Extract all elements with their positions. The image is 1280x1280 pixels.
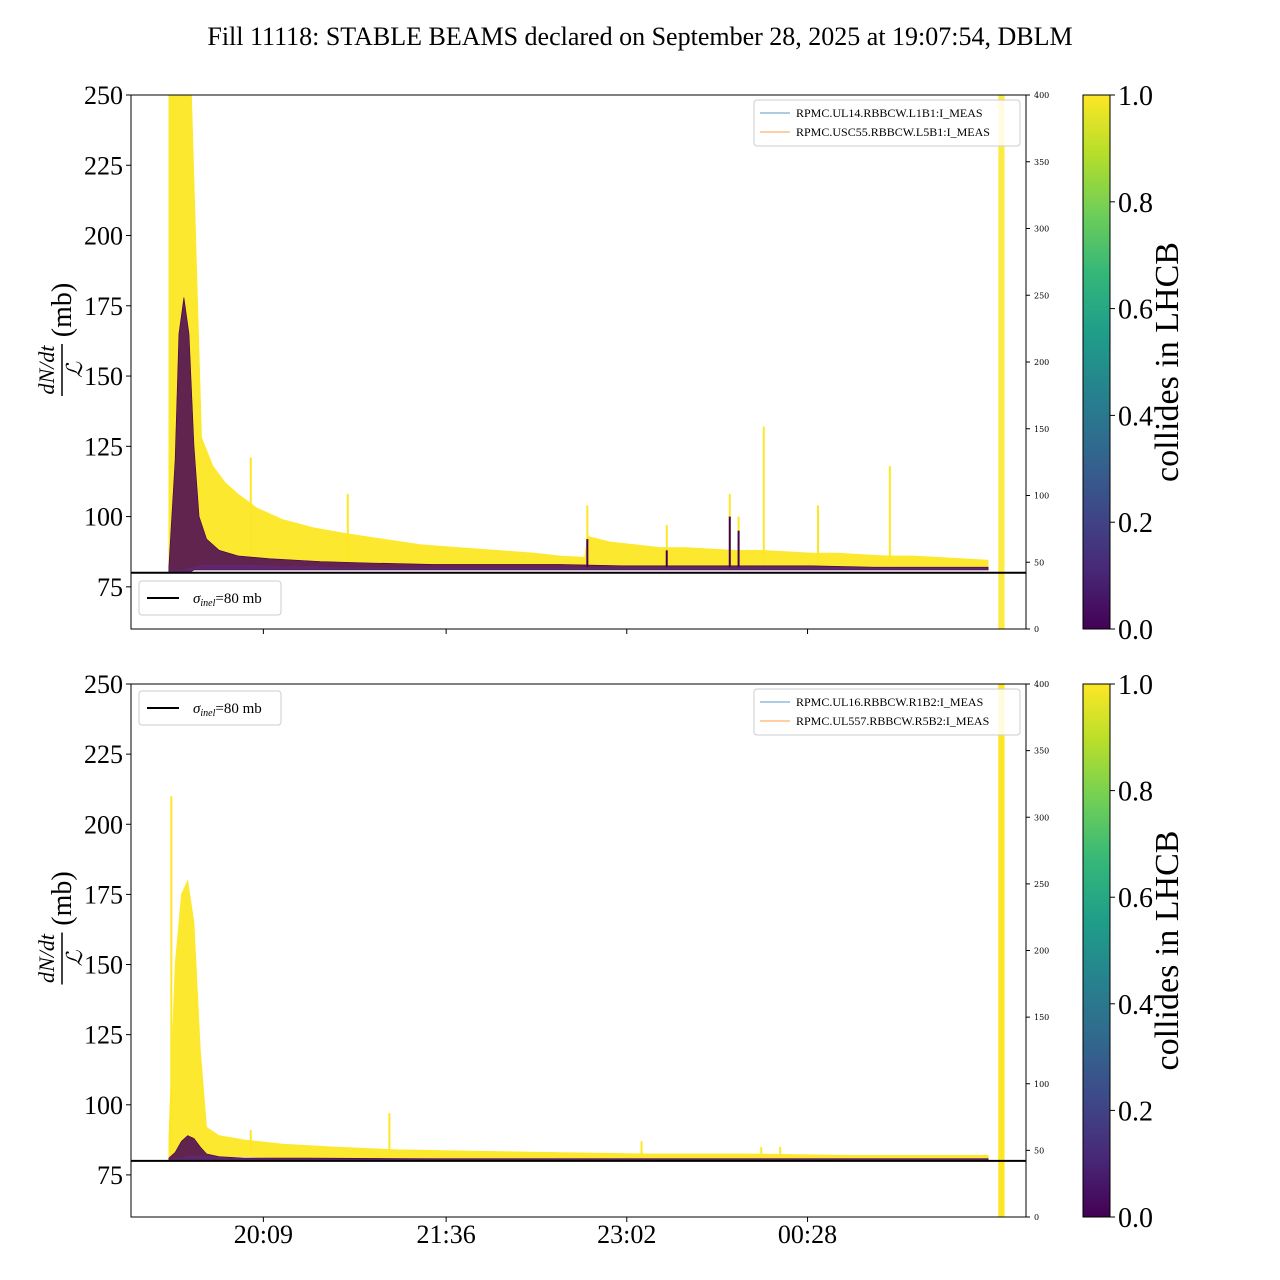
colorbar-fill: [1082, 94, 1111, 630]
ytick-label: 225: [84, 151, 123, 180]
reference-legend-box: [138, 690, 282, 726]
series-band-collides-0: [168, 297, 989, 574]
ylabel-numerator: dN/dt: [34, 345, 59, 395]
colorbar-fill: [1082, 683, 1111, 1218]
y2tick-label: 0: [1034, 625, 1039, 634]
colorbar-label: collides in LHCB: [1149, 242, 1186, 482]
y2tick-label: 250: [1034, 880, 1049, 889]
ylabel-unit: (mb): [47, 871, 78, 925]
colorbar-tick-label: 0.4: [1118, 401, 1153, 432]
ytick-label: 175: [84, 880, 123, 909]
ytick-label: 150: [84, 362, 123, 391]
ytick-label: 250: [84, 670, 123, 699]
xtick-label: 00:28: [778, 1220, 837, 1249]
y2tick-label: 0: [1034, 1213, 1039, 1222]
reference-legend: σinel=80 mb: [138, 580, 282, 616]
ytick-label: 125: [84, 432, 123, 461]
y2tick-label: 200: [1034, 947, 1049, 956]
reference-legend: σinel=80 mb: [138, 690, 282, 726]
y2tick-label: 100: [1034, 1080, 1049, 1089]
colorbar-tick-label: 0.4: [1118, 990, 1153, 1021]
ytick-label: 200: [84, 222, 123, 251]
xtick-label: 21:36: [417, 1220, 476, 1249]
colorbar-tick-label: 0.0: [1118, 1203, 1153, 1234]
ytick-label: 175: [84, 292, 123, 321]
y2tick-label: 250: [1034, 291, 1049, 300]
ytick-label: 100: [84, 503, 123, 532]
reference-legend-label: σinel=80 mb: [193, 701, 262, 719]
chart-title: Fill 11118: STABLE BEAMS declared on Sep…: [207, 22, 1072, 51]
legend-entry: RPMC.UL557.RBBCW.R5B2:I_MEAS: [796, 714, 989, 728]
ylabel-denominator: ℒ: [62, 949, 87, 966]
colorbar-tick-label: 0.0: [1118, 615, 1153, 646]
ylabel-unit: (mb): [47, 283, 78, 337]
colorbar-tick-label: 1.0: [1118, 81, 1153, 112]
xtick-label: 20:09: [234, 1220, 293, 1249]
panel-bottom: 75 100 125 150 175 200 225 250 0 50 100 150 200 250 30…: [34, 670, 1186, 1249]
plot-area: [131, 95, 1026, 629]
legend-entry: RPMC.USC55.RBBCW.L5B1:I_MEAS: [796, 125, 990, 139]
colorbar: 0.0 0.2 0.4 0.6 0.8 1.0 collides in LHCB: [1082, 670, 1186, 1234]
ytick-label: 75: [97, 1161, 123, 1190]
y2tick-label: 150: [1034, 1013, 1049, 1022]
series-legend: RPMC.UL14.RBBCW.L1B1:I_MEAS RPMC.USC55.RB…: [753, 99, 1021, 147]
ytick-label: 150: [84, 951, 123, 980]
ytick-label: 125: [84, 1021, 123, 1050]
vertical-band: [998, 684, 1005, 1217]
colorbar-tick-label: 0.8: [1118, 777, 1153, 808]
plot-area: [131, 684, 1026, 1217]
y2tick-label: 400: [1034, 680, 1049, 689]
y2tick-label: 150: [1034, 425, 1049, 434]
panel-top: 75 100 125 150 175 200 225 250 0 50 100 150 200 250 30…: [34, 81, 1186, 646]
y2tick-label: 50: [1034, 558, 1044, 567]
y2tick-label: 350: [1034, 747, 1049, 756]
y2tick-label: 400: [1034, 91, 1049, 100]
series-legend: RPMC.UL16.RBBCW.R1B2:I_MEAS RPMC.UL557.RB…: [753, 688, 1021, 736]
colorbar-label: collides in LHCB: [1149, 831, 1186, 1071]
reference-legend-label: σinel=80 mb: [193, 591, 262, 609]
ylabel-numerator: dN/dt: [34, 933, 59, 983]
xtick-label: 23:02: [597, 1220, 656, 1249]
legend-box: [753, 688, 1021, 736]
ylabel: dN/dt ℒ (mb): [34, 283, 87, 396]
ytick-label: 200: [84, 810, 123, 839]
colorbar-tick-label: 0.2: [1118, 508, 1153, 539]
ytick-label: 250: [84, 81, 123, 110]
colorbar-tick-label: 0.8: [1118, 188, 1153, 219]
legend-entry: RPMC.UL16.RBBCW.R1B2:I_MEAS: [796, 695, 983, 709]
colorbar: 0.0 0.2 0.4 0.6 0.8 1.0 collides in LHCB: [1082, 81, 1186, 646]
ylabel: dN/dt ℒ (mb): [34, 871, 87, 985]
y2tick-label: 300: [1034, 813, 1049, 822]
y2tick-label: 350: [1034, 158, 1049, 167]
legend-entry: RPMC.UL14.RBBCW.L1B1:I_MEAS: [796, 106, 983, 120]
colorbar-tick-label: 0.2: [1118, 1096, 1153, 1127]
colorbar-tick-label: 1.0: [1118, 670, 1153, 701]
ytick-label: 100: [84, 1091, 123, 1120]
ytick-label: 225: [84, 740, 123, 769]
y2tick-label: 50: [1034, 1146, 1044, 1155]
series-band-collides-1: [168, 879, 989, 1160]
colorbar-tick-label: 0.6: [1118, 295, 1153, 326]
series-band-collides-1: [168, 95, 989, 571]
vertical-band: [998, 95, 1005, 629]
y2tick-label: 300: [1034, 225, 1049, 234]
reference-legend-box: [138, 580, 282, 616]
colorbar-tick-label: 0.6: [1118, 883, 1153, 914]
legend-box: [753, 99, 1021, 147]
axes-frame: [130, 683, 1027, 1218]
y2tick-label: 200: [1034, 358, 1049, 367]
ylabel-denominator: ℒ: [62, 361, 87, 378]
ytick-label: 75: [97, 573, 123, 602]
y2tick-label: 100: [1034, 492, 1049, 501]
